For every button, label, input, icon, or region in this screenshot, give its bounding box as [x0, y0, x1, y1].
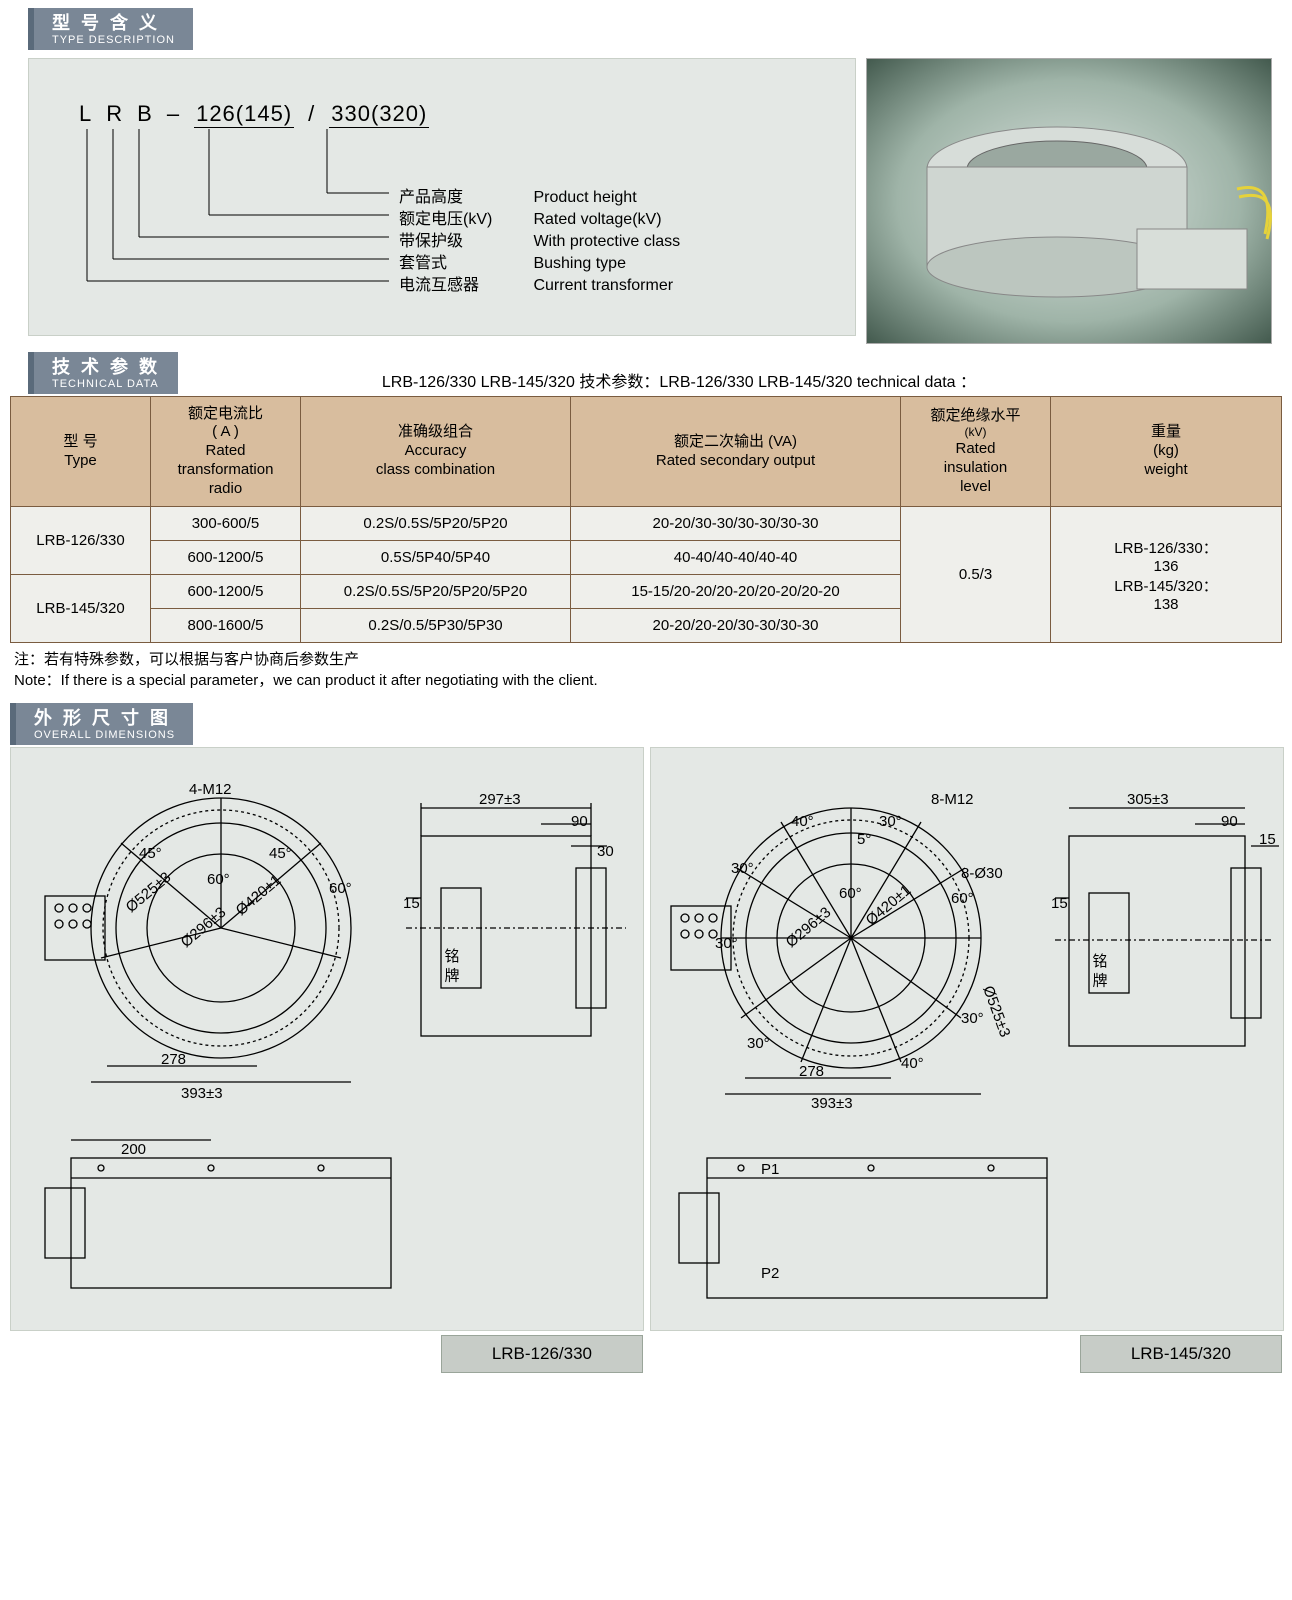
svg-text:P2: P2: [761, 1265, 779, 1282]
table-row: LRB-126/330 300-600/5 0.2S/0.5S/5P20/5P2…: [11, 507, 1282, 541]
cell-weight: LRB-126/330： 136 LRB-145/320： 138: [1051, 507, 1282, 643]
svg-text:铭 牌: 铭 牌: [443, 948, 460, 982]
svg-text:90: 90: [571, 813, 588, 830]
desc-row-height: 产品高度 Product height: [399, 183, 637, 207]
section-header-en: TECHNICAL DATA: [52, 378, 160, 390]
section-header-overall-dimensions: 外 形 尺 寸 图 OVERALL DIMENSIONS: [10, 703, 193, 745]
svg-text:45°: 45°: [139, 845, 162, 862]
cell: 20-20/30-30/30-30/30-30: [571, 507, 901, 541]
svg-text:5°: 5°: [857, 831, 871, 848]
col-accuracy: 准确级组合 Accuracy class combination: [301, 396, 571, 507]
technical-data-table: 型 号 Type 额定电流比 ( A ) Rated transformatio…: [10, 396, 1282, 644]
technical-data-subtitle: LRB-126/330 LRB-145/320 技术参数：LRB-126/330…: [382, 368, 976, 392]
svg-text:铭 牌: 铭 牌: [1091, 953, 1108, 987]
cell: 600-1200/5: [151, 575, 301, 609]
cell-insulation: 0.5/3: [901, 507, 1051, 643]
table-header-row: 型 号 Type 额定电流比 ( A ) Rated transformatio…: [11, 396, 1282, 507]
svg-text:15: 15: [1259, 831, 1276, 848]
svg-text:4-M12: 4-M12: [189, 781, 232, 798]
section-header-en: TYPE DESCRIPTION: [52, 34, 175, 46]
section-header-cn: 型 号 含 义: [52, 14, 175, 34]
cell: 300-600/5: [151, 507, 301, 541]
svg-text:278: 278: [799, 1063, 824, 1080]
desc-row-bushing: 套管式 Bushing type: [399, 249, 626, 273]
svg-text:393±3: 393±3: [811, 1095, 853, 1112]
svg-text:30°: 30°: [961, 1010, 984, 1027]
svg-text:305±3: 305±3: [1127, 791, 1169, 808]
section-header-type-description: 型 号 含 义 TYPE DESCRIPTION: [28, 8, 193, 50]
dimension-panel-right: 8-M12 8-Ø30 40° 30° 5° 30° 60° 60° 30° 3…: [650, 747, 1284, 1331]
note-text: 注：若有特殊参数，可以根据与客户协商后参数生产 Note：If there is…: [14, 649, 1292, 691]
cell: 0.2S/0.5S/5P20/5P20: [301, 507, 571, 541]
col-type: 型 号 Type: [11, 396, 151, 507]
col-weight: 重量 (kg) weight: [1051, 396, 1282, 507]
svg-text:278: 278: [161, 1051, 186, 1068]
desc-row-voltage: 额定电压(kV) Rated voltage(kV): [399, 205, 662, 229]
svg-text:15: 15: [1051, 895, 1068, 912]
svg-text:200: 200: [121, 1141, 146, 1158]
col-insulation: 额定绝缘水平 (kV) Rated insulation level: [901, 396, 1051, 507]
type-description-panel: L R B – 126(145) / 330(320): [28, 58, 856, 336]
svg-text:60°: 60°: [951, 890, 974, 907]
dimension-caption-left: LRB-126/330: [441, 1335, 643, 1373]
svg-text:Ø420±1: Ø420±1: [233, 872, 285, 919]
svg-text:30: 30: [597, 843, 614, 860]
svg-text:Ø296±3: Ø296±3: [783, 904, 835, 951]
section-header-cn: 外 形 尺 寸 图: [34, 709, 175, 729]
dimension-drawing-left: 4-M12 45° 45° 60° 60° Ø525±3 Ø420±1 Ø296…: [11, 748, 645, 1332]
svg-text:8-M12: 8-M12: [931, 791, 974, 808]
svg-text:60°: 60°: [207, 871, 230, 888]
cell: 800-1600/5: [151, 609, 301, 643]
cell: 20-20/20-20/30-30/30-30: [571, 609, 901, 643]
section-header-cn: 技 术 参 数: [52, 358, 160, 378]
svg-text:P1: P1: [761, 1161, 779, 1178]
svg-text:8-Ø30: 8-Ø30: [961, 865, 1003, 882]
svg-text:30°: 30°: [731, 860, 754, 877]
dimension-caption-right: LRB-145/320: [1080, 1335, 1282, 1373]
svg-text:90: 90: [1221, 813, 1238, 830]
svg-text:40°: 40°: [901, 1055, 924, 1072]
svg-text:60°: 60°: [329, 880, 352, 897]
svg-text:297±3: 297±3: [479, 791, 521, 808]
svg-text:30°: 30°: [715, 935, 738, 952]
desc-row-ct: 电流互感器 Current transformer: [399, 271, 673, 295]
svg-text:40°: 40°: [791, 813, 814, 830]
svg-text:30°: 30°: [879, 813, 902, 830]
section-header-technical-data: 技 术 参 数 TECHNICAL DATA: [28, 352, 178, 394]
cell: 0.2S/0.5S/5P20/5P20/5P20: [301, 575, 571, 609]
svg-text:30°: 30°: [747, 1035, 770, 1052]
cell: 600-1200/5: [151, 541, 301, 575]
cell-type1: LRB-126/330: [11, 507, 151, 575]
dimension-drawing-right: 8-M12 8-Ø30 40° 30° 5° 30° 60° 60° 30° 3…: [651, 748, 1285, 1332]
section-header-en: OVERALL DIMENSIONS: [34, 729, 175, 741]
cell-type2: LRB-145/320: [11, 575, 151, 643]
desc-row-protective: 带保护级 With protective class: [399, 227, 680, 251]
svg-text:Ø525±3: Ø525±3: [979, 984, 1013, 1040]
svg-text:60°: 60°: [839, 885, 862, 902]
svg-text:393±3: 393±3: [181, 1085, 223, 1102]
product-photo: [866, 58, 1272, 344]
svg-text:15: 15: [403, 895, 420, 912]
cell: 40-40/40-40/40-40: [571, 541, 901, 575]
dimension-panel-left: 4-M12 45° 45° 60° 60° Ø525±3 Ø420±1 Ø296…: [10, 747, 644, 1331]
cell: 0.5S/5P40/5P40: [301, 541, 571, 575]
col-ratio: 额定电流比 ( A ) Rated transformation radio: [151, 396, 301, 507]
cell: 0.2S/0.5/5P30/5P30: [301, 609, 571, 643]
col-output: 额定二次输出 (VA) Rated secondary output: [571, 396, 901, 507]
svg-text:45°: 45°: [269, 845, 292, 862]
cell: 15-15/20-20/20-20/20-20/20-20: [571, 575, 901, 609]
